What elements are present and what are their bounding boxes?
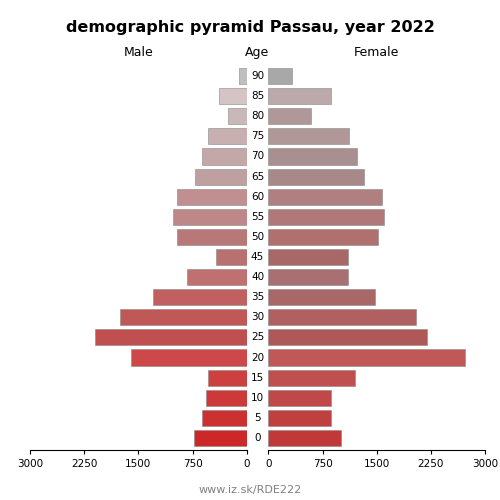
Bar — [268, 68, 292, 84]
Bar — [268, 229, 378, 245]
Bar — [188, 269, 246, 285]
Bar — [120, 310, 246, 326]
Bar — [268, 188, 382, 204]
Text: 10: 10 — [251, 392, 264, 402]
Text: 45: 45 — [251, 252, 264, 262]
Text: 20: 20 — [251, 352, 264, 362]
Bar — [268, 88, 331, 104]
Bar — [219, 88, 246, 104]
Title: Female: Female — [354, 46, 400, 59]
Bar — [228, 108, 246, 124]
Bar — [131, 350, 246, 366]
Bar — [95, 330, 246, 345]
Bar — [216, 249, 246, 265]
Text: 60: 60 — [251, 192, 264, 202]
Bar — [194, 430, 246, 446]
Bar — [178, 229, 246, 245]
Bar — [206, 390, 246, 406]
Bar — [268, 350, 465, 366]
Bar — [268, 128, 349, 144]
Text: 50: 50 — [251, 232, 264, 242]
Text: 85: 85 — [251, 91, 264, 101]
Bar — [268, 390, 331, 406]
Text: 15: 15 — [251, 372, 264, 382]
Bar — [208, 370, 246, 386]
Text: 55: 55 — [251, 212, 264, 222]
Bar — [268, 209, 384, 225]
Bar — [268, 148, 357, 164]
Bar — [173, 209, 246, 225]
Text: 65: 65 — [251, 172, 264, 181]
Text: 80: 80 — [251, 112, 264, 122]
Bar — [268, 289, 375, 306]
Bar — [194, 168, 246, 184]
Text: 40: 40 — [251, 272, 264, 282]
Bar — [268, 249, 348, 265]
Text: www.iz.sk/RDE222: www.iz.sk/RDE222 — [198, 485, 302, 495]
Bar — [240, 68, 246, 84]
Text: 25: 25 — [251, 332, 264, 342]
Bar — [268, 108, 311, 124]
Bar — [202, 410, 246, 426]
Bar — [202, 148, 246, 164]
Text: 35: 35 — [251, 292, 264, 302]
Bar — [268, 330, 427, 345]
Text: 75: 75 — [251, 132, 264, 141]
Title: Age: Age — [246, 46, 270, 59]
Title: Male: Male — [124, 46, 153, 59]
Bar — [176, 188, 246, 204]
Text: 70: 70 — [251, 152, 264, 162]
Bar — [268, 269, 348, 285]
Text: demographic pyramid Passau, year 2022: demographic pyramid Passau, year 2022 — [66, 20, 434, 35]
Text: 90: 90 — [251, 71, 264, 81]
Bar — [268, 168, 364, 184]
Text: 5: 5 — [254, 413, 261, 423]
Bar — [268, 430, 340, 446]
Text: 0: 0 — [254, 433, 261, 443]
Bar — [268, 410, 331, 426]
Text: 30: 30 — [251, 312, 264, 322]
Bar — [268, 370, 355, 386]
Bar — [208, 128, 246, 144]
Bar — [268, 310, 416, 326]
Bar — [153, 289, 246, 306]
